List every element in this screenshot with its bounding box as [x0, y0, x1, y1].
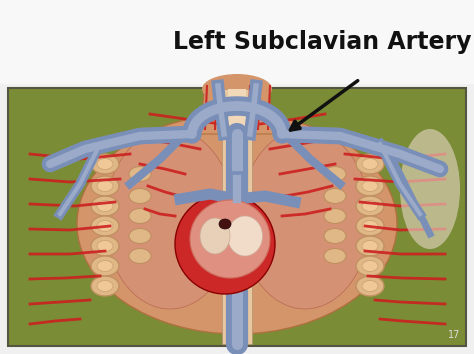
- Ellipse shape: [219, 219, 231, 229]
- Ellipse shape: [324, 209, 346, 223]
- Ellipse shape: [200, 218, 230, 254]
- Ellipse shape: [97, 280, 113, 291]
- Bar: [222, 89, 252, 344]
- Ellipse shape: [362, 280, 378, 291]
- Ellipse shape: [356, 154, 384, 174]
- Ellipse shape: [97, 240, 113, 251]
- Ellipse shape: [324, 228, 346, 244]
- Ellipse shape: [129, 228, 151, 244]
- Ellipse shape: [91, 176, 119, 196]
- Ellipse shape: [97, 181, 113, 192]
- Ellipse shape: [97, 200, 113, 211]
- Ellipse shape: [324, 188, 346, 204]
- Ellipse shape: [362, 221, 378, 232]
- Ellipse shape: [91, 256, 119, 276]
- Ellipse shape: [324, 249, 346, 263]
- Ellipse shape: [362, 181, 378, 192]
- Ellipse shape: [105, 129, 235, 309]
- Ellipse shape: [356, 176, 384, 196]
- Ellipse shape: [356, 196, 384, 216]
- Ellipse shape: [324, 166, 346, 182]
- Ellipse shape: [362, 200, 378, 211]
- Ellipse shape: [91, 216, 119, 236]
- Ellipse shape: [97, 261, 113, 272]
- Ellipse shape: [356, 256, 384, 276]
- Ellipse shape: [129, 188, 151, 204]
- Ellipse shape: [97, 221, 113, 232]
- Ellipse shape: [362, 240, 378, 251]
- Ellipse shape: [400, 129, 460, 249]
- Ellipse shape: [129, 166, 151, 182]
- Ellipse shape: [175, 194, 275, 294]
- Ellipse shape: [129, 209, 151, 223]
- Ellipse shape: [91, 196, 119, 216]
- Ellipse shape: [97, 159, 113, 170]
- Ellipse shape: [91, 154, 119, 174]
- Ellipse shape: [129, 249, 151, 263]
- Ellipse shape: [190, 200, 270, 278]
- Bar: [0, 0, 474, 84]
- Ellipse shape: [362, 261, 378, 272]
- Bar: [228, 89, 246, 344]
- Ellipse shape: [362, 159, 378, 170]
- Text: Left Subclavian Artery: Left Subclavian Artery: [173, 30, 472, 55]
- Ellipse shape: [77, 114, 397, 334]
- Ellipse shape: [202, 74, 272, 104]
- Ellipse shape: [91, 236, 119, 256]
- Ellipse shape: [228, 216, 263, 256]
- Polygon shape: [200, 84, 275, 134]
- Text: 17: 17: [447, 330, 460, 340]
- Ellipse shape: [356, 276, 384, 296]
- Ellipse shape: [240, 129, 370, 309]
- Ellipse shape: [356, 236, 384, 256]
- Ellipse shape: [356, 216, 384, 236]
- Bar: [8, 88, 466, 346]
- Ellipse shape: [91, 276, 119, 296]
